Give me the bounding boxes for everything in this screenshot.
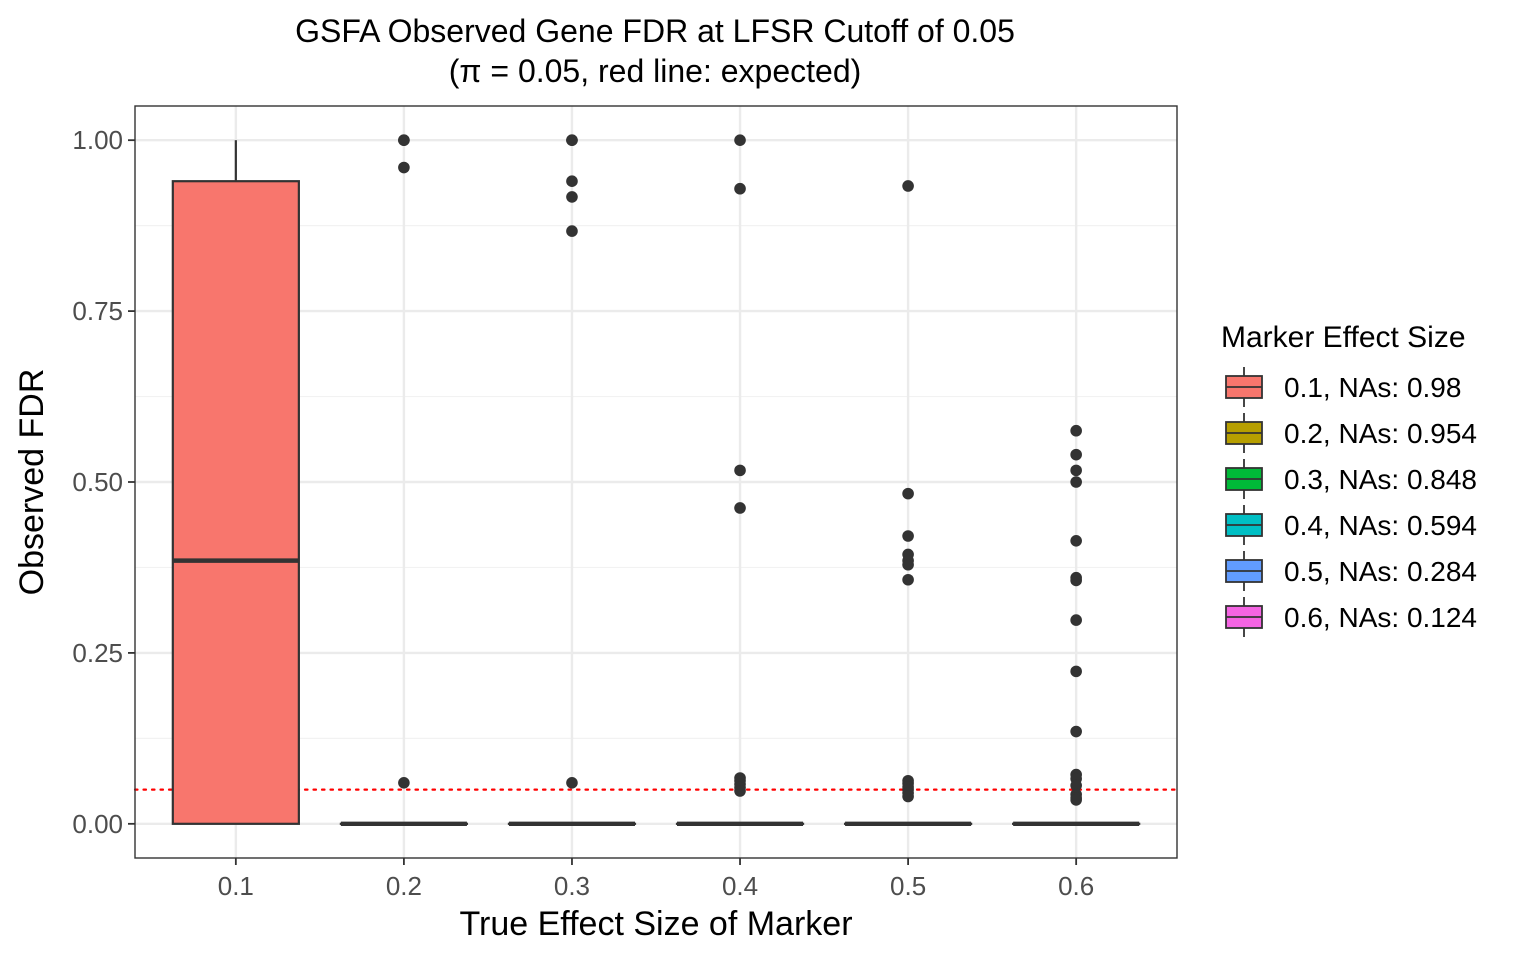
box-0.6: [1012, 424, 1141, 827]
legend-item: 0.6, NAs: 0.124: [1225, 597, 1477, 637]
y-tick-label: 1.00: [72, 125, 123, 155]
outlier-point: [566, 225, 578, 237]
y-tick-label: 0.25: [72, 638, 123, 668]
plot-panel: [133, 105, 1179, 859]
outlier-point: [734, 502, 746, 514]
outlier-point: [902, 530, 914, 542]
outlier-point: [1070, 794, 1082, 806]
outlier-point: [1070, 779, 1082, 792]
x-tick-label: 0.3: [554, 871, 590, 901]
box-0.5: [843, 180, 973, 827]
x-tick-label: 0.1: [218, 871, 254, 901]
outlier-point: [1070, 464, 1082, 477]
x-axis-title: True Effect Size of Marker: [459, 905, 852, 943]
outlier-point: [566, 191, 578, 203]
y-axis: 0.00 0.25 0.50 0.75 1.00: [72, 125, 135, 839]
outlier-point: [398, 777, 410, 789]
y-tick-label: 0.00: [72, 809, 123, 839]
legend: Marker Effect Size 0.1, NAs: 0.98 0.2, NA…: [1221, 321, 1477, 637]
outlier-point: [398, 134, 410, 146]
y-tick-label: 0.75: [72, 296, 123, 326]
outlier-point: [566, 175, 578, 187]
legend-item: 0.2, NAs: 0.954: [1225, 413, 1477, 453]
outlier-point: [902, 790, 914, 803]
box-body: [171, 180, 300, 825]
outlier-point: [1070, 574, 1082, 587]
outlier-point: [566, 134, 578, 146]
box-0.2: [339, 134, 469, 827]
x-tick-label: 0.4: [722, 871, 758, 901]
outlier-point: [734, 134, 746, 146]
x-tick-label: 0.6: [1058, 871, 1094, 901]
legend-item: 0.3, NAs: 0.848: [1225, 459, 1477, 499]
x-tick-label: 0.5: [890, 871, 926, 901]
legend-label: 0.3, NAs: 0.848: [1284, 464, 1477, 495]
box-0.3: [507, 134, 637, 827]
legend-item: 0.4, NAs: 0.594: [1225, 505, 1477, 545]
outlier-point: [902, 558, 914, 571]
outlier-point: [902, 487, 914, 500]
y-axis-title: Observed FDR: [13, 369, 51, 596]
box-group: [171, 134, 1141, 827]
legend-entries: 0.1, NAs: 0.98 0.2, NAs: 0.954 0.3, NAs: 0…: [1225, 367, 1477, 637]
legend-label: 0.4, NAs: 0.594: [1284, 510, 1477, 541]
outlier-point: [1070, 448, 1082, 461]
legend-label: 0.1, NAs: 0.98: [1284, 372, 1461, 403]
outlier-point: [734, 182, 746, 195]
box-0.4: [675, 134, 805, 827]
x-tick-label: 0.2: [386, 871, 422, 901]
chart-title: GSFA Observed Gene FDR at LFSR Cutoff of…: [295, 13, 1015, 49]
outlier-point: [1070, 424, 1082, 437]
legend-label: 0.2, NAs: 0.954: [1284, 418, 1477, 449]
legend-item: 0.5, NAs: 0.284: [1225, 551, 1477, 591]
outlier-point: [1070, 534, 1082, 547]
outlier-point: [734, 785, 746, 797]
outlier-point: [398, 161, 410, 174]
outlier-point: [1070, 665, 1082, 678]
outlier-point: [902, 180, 914, 192]
x-axis: 0.1 0.2 0.3 0.4 0.5 0.6: [218, 858, 1094, 901]
legend-label: 0.6, NAs: 0.124: [1284, 602, 1477, 633]
legend-title: Marker Effect Size: [1221, 321, 1466, 354]
legend-item: 0.1, NAs: 0.98: [1225, 367, 1461, 407]
chart-subtitle: (π = 0.05, red line: expected): [449, 53, 862, 89]
outlier-point: [1070, 725, 1082, 738]
y-tick-label: 0.50: [72, 467, 123, 497]
outlier-point: [1070, 614, 1082, 626]
outlier-point: [566, 777, 578, 789]
outlier-point: [734, 464, 746, 477]
legend-label: 0.5, NAs: 0.284: [1284, 556, 1477, 587]
outlier-point: [902, 573, 914, 586]
outlier-point: [1070, 476, 1082, 488]
box-0.1: [171, 140, 300, 825]
